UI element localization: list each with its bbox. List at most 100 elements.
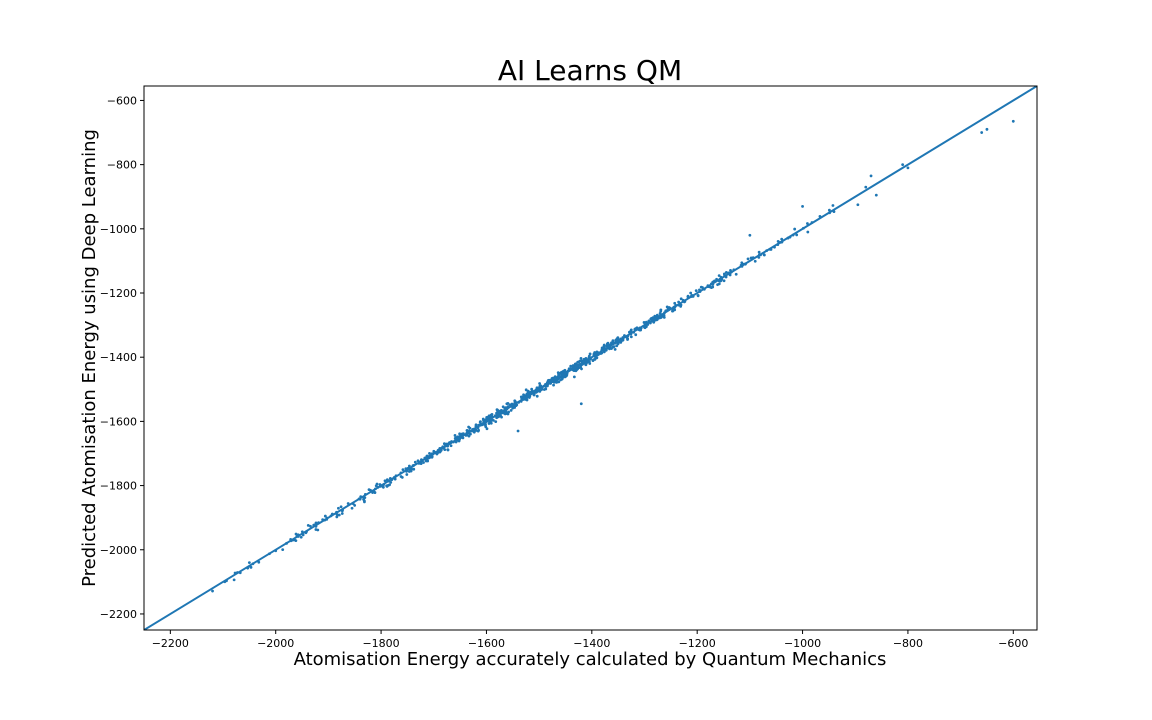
data-point — [762, 253, 766, 257]
y-tick-label: −600 — [107, 94, 137, 107]
data-point — [980, 131, 984, 134]
data-point — [746, 257, 750, 261]
data-point — [362, 499, 366, 503]
data-point — [339, 505, 343, 509]
data-point — [677, 300, 681, 304]
data-point — [494, 420, 498, 424]
data-point — [748, 233, 752, 237]
data-point — [405, 473, 409, 476]
data-point — [487, 422, 491, 425]
y-tick-label: −1200 — [100, 287, 137, 300]
data-point — [538, 382, 541, 385]
x-tick-label: −1600 — [468, 637, 505, 650]
data-point — [740, 261, 744, 265]
data-point — [579, 402, 583, 406]
y-tick-label: −800 — [107, 159, 137, 172]
data-point — [458, 432, 462, 436]
data-point — [474, 429, 478, 432]
data-point — [428, 452, 431, 455]
data-point — [584, 356, 588, 360]
data-point — [340, 512, 344, 515]
x-tick-label: −600 — [998, 637, 1028, 650]
data-point — [806, 222, 809, 225]
data-point — [679, 304, 683, 308]
data-point — [642, 321, 646, 324]
data-point — [592, 358, 595, 362]
x-tick-label: −1200 — [679, 637, 716, 650]
data-point — [588, 352, 592, 356]
data-point — [716, 283, 719, 287]
data-point — [576, 360, 580, 364]
data-point — [864, 185, 868, 189]
identity-line — [144, 86, 1037, 630]
data-point — [546, 379, 550, 382]
data-point — [409, 468, 413, 472]
data-point — [724, 271, 728, 274]
data-point — [551, 376, 555, 380]
data-point — [509, 408, 513, 412]
x-axis-label: Atomisation Energy accurately calculated… — [294, 649, 887, 670]
data-point — [412, 467, 416, 471]
data-point — [689, 291, 693, 295]
data-point — [634, 333, 638, 337]
x-tick-label: −1000 — [784, 637, 821, 650]
data-point — [985, 127, 989, 131]
x-tick-label: −2200 — [152, 637, 189, 650]
data-point — [453, 434, 457, 437]
data-point — [1011, 119, 1015, 123]
data-point — [465, 428, 469, 432]
data-point — [554, 380, 558, 384]
data-point — [350, 506, 354, 510]
data-point — [508, 403, 512, 407]
data-point — [478, 420, 482, 424]
y-tick-label: −1400 — [100, 351, 137, 364]
data-point — [496, 408, 500, 412]
data-point — [722, 279, 726, 283]
data-point — [795, 233, 799, 237]
data-point — [906, 166, 910, 170]
data-point — [335, 515, 339, 519]
data-point — [489, 421, 493, 425]
data-point — [484, 423, 487, 427]
data-point — [506, 412, 510, 416]
data-point — [496, 410, 499, 414]
data-point — [694, 289, 698, 293]
data-point — [485, 427, 489, 431]
data-point — [516, 429, 520, 433]
data-point — [611, 345, 615, 349]
data-point — [306, 523, 310, 527]
data-point — [602, 345, 606, 349]
data-point — [579, 357, 583, 360]
data-point — [530, 387, 534, 391]
data-point — [538, 384, 542, 388]
data-point — [569, 364, 573, 368]
data-point — [443, 448, 447, 452]
data-point — [606, 341, 610, 345]
chart-title: AI Learns QM — [498, 54, 682, 87]
data-point — [522, 393, 525, 397]
data-point — [572, 375, 576, 379]
data-point — [544, 387, 548, 391]
y-tick-label: −1600 — [100, 415, 137, 428]
data-point — [323, 514, 327, 518]
data-point — [587, 354, 591, 358]
data-point — [314, 521, 318, 525]
data-point — [696, 294, 700, 298]
data-point — [524, 388, 528, 392]
data-point — [407, 464, 411, 468]
data-point — [571, 364, 575, 367]
data-point — [446, 448, 450, 452]
data-point — [495, 416, 499, 420]
data-point — [874, 193, 878, 197]
data-point — [513, 399, 517, 403]
y-tick-label: −2000 — [100, 544, 137, 557]
data-point — [616, 342, 620, 346]
data-point — [535, 394, 539, 398]
data-point — [474, 423, 478, 427]
data-point — [580, 367, 583, 371]
y-axis-label: Predicted Atomisation Energy using Deep … — [79, 129, 100, 587]
plot-frame — [143, 85, 1038, 631]
data-point — [211, 589, 214, 593]
data-point — [806, 230, 810, 234]
